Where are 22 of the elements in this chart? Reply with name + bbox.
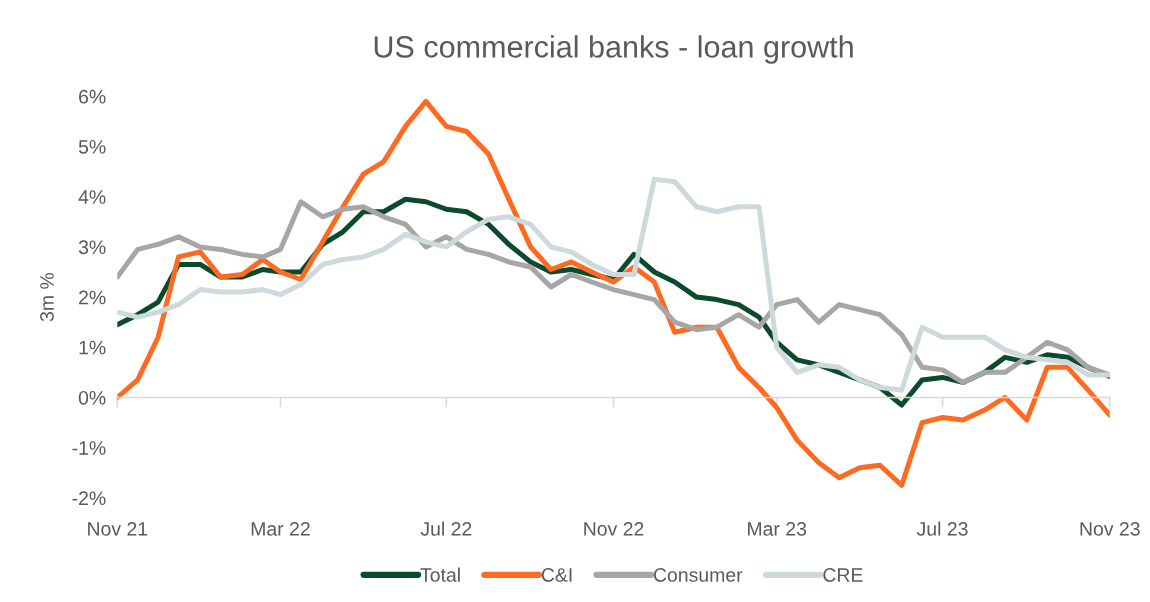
- y-tick-label: 6%: [79, 89, 106, 104]
- x-tick-label: Jul 23: [916, 521, 968, 536]
- y-tick-label: 4%: [78, 190, 106, 204]
- x-tick-label: Mar 23: [748, 521, 807, 536]
- y-axis-title: 3m %: [40, 272, 54, 322]
- legend-label: CRE: [823, 568, 863, 582]
- y-tick-label: 5%: [78, 140, 106, 154]
- y-tick-label: 2%: [79, 290, 106, 305]
- x-tick-label: Nov 23: [1080, 521, 1140, 536]
- y-tick-label: 0%: [78, 390, 106, 405]
- y-tick-label: 1%: [79, 340, 106, 355]
- y-tick-label: -2%: [72, 491, 106, 506]
- legend-label: C&I: [541, 568, 572, 582]
- x-tick-label: Nov 21: [88, 521, 148, 536]
- legend-label: Consumer: [653, 568, 743, 582]
- x-tick-label: Nov 22: [584, 521, 644, 536]
- x-tick-label: Jul 22: [420, 521, 472, 536]
- chart-title: US commercial banks - loan growth: [374, 35, 853, 64]
- x-tick-label: Mar 22: [251, 521, 310, 536]
- y-tick-label: 3%: [78, 240, 106, 255]
- y-tick-label: -1%: [72, 441, 106, 455]
- legend-label: Total: [420, 567, 460, 582]
